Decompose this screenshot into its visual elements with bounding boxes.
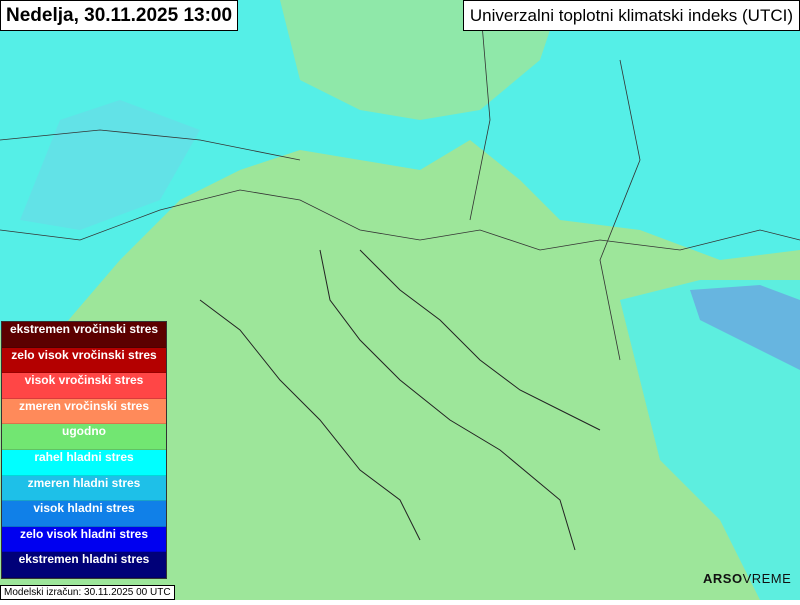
- legend-item: ugodno: [2, 424, 166, 450]
- legend-item: zelo visok vročinski stres: [2, 348, 166, 374]
- legend-item: ekstremen vročinski stres: [2, 322, 166, 348]
- model-run-label: Modelski izračun: 30.11.2025 00 UTC: [0, 585, 175, 600]
- logo-light: VREME: [743, 571, 792, 586]
- date-title: Nedelja, 30.11.2025 13:00: [0, 0, 238, 31]
- adriatic-coast-east: [360, 250, 600, 430]
- legend-item: zmeren vročinski stres: [2, 399, 166, 425]
- legend-item: visok hladni stres: [2, 501, 166, 527]
- legend-item: zmeren hladni stres: [2, 476, 166, 502]
- legend-item: visok vročinski stres: [2, 373, 166, 399]
- arso-logo: ARSOVREME: [703, 571, 791, 586]
- legend-item: rahel hladni stres: [2, 450, 166, 476]
- map-title: Univerzalni toplotni klimatski indeks (U…: [463, 0, 800, 31]
- adriatic-coast: [320, 250, 575, 550]
- legend-item: zelo visok hladni stres: [2, 527, 166, 553]
- logo-bold: ARSO: [703, 571, 743, 586]
- italy-west-coast: [200, 300, 420, 540]
- legend-item: ekstremen hladni stres: [2, 552, 166, 578]
